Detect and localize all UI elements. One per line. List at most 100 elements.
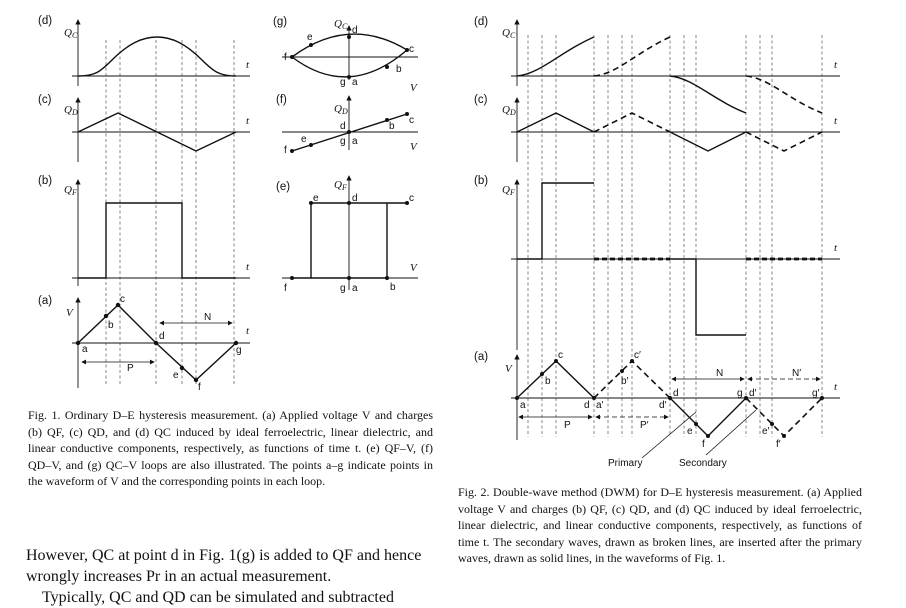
t-label: t	[246, 115, 250, 127]
loop-label: b	[389, 121, 395, 132]
loop-label: g	[340, 283, 346, 294]
qd-primary-neg	[669, 131, 747, 152]
body-paragraph-next: Typically, QC and QD can be simulated an…	[42, 589, 394, 606]
label-f: f	[198, 382, 201, 393]
qf-primary-neg	[670, 258, 746, 336]
fig1-panel-c-label: (c)	[38, 94, 52, 106]
v-label: d′	[659, 400, 667, 411]
loop-point	[309, 143, 313, 147]
v-point	[515, 396, 519, 400]
loop-label: f	[284, 283, 287, 294]
v-label: a	[520, 400, 526, 411]
caption-2-number: Fig. 2.	[458, 485, 490, 499]
loop-label: f	[284, 52, 287, 63]
n-label: N	[716, 368, 723, 379]
fig2-panel-b-label: (b)	[474, 175, 488, 187]
t-label: t	[834, 242, 838, 254]
v-label: g′	[812, 388, 820, 399]
fig2-panels: (d) QC t (c) QD t (b) QF t (a) V t	[474, 16, 840, 469]
qc-loop-label: QC	[334, 18, 348, 31]
v-label: c′	[634, 350, 641, 361]
negative-label: N	[204, 312, 211, 323]
qf-loop-label: QF	[334, 179, 347, 192]
point-e	[179, 365, 185, 371]
loop-point	[385, 276, 389, 280]
loop-label: c	[409, 115, 414, 126]
caption-1-number: Fig. 1.	[28, 408, 61, 422]
point-c	[115, 302, 121, 308]
secondary-leader	[705, 409, 757, 456]
label-d: d	[159, 331, 165, 342]
v-axis-label: V	[66, 307, 74, 319]
v-primary-neg	[669, 397, 747, 437]
fig2-panel-a-label: (a)	[474, 351, 488, 363]
loop-point	[385, 118, 389, 122]
qc-axis-label: QC	[64, 27, 78, 40]
loop-label: d	[352, 193, 358, 204]
point-f	[193, 377, 199, 383]
label-c: c	[120, 294, 125, 305]
t-label: t	[246, 261, 250, 273]
qd-loop-label: QD	[334, 103, 348, 116]
fig2-panel-c-label: (c)	[474, 94, 488, 106]
v-point	[820, 396, 824, 400]
loop-label: g	[340, 77, 346, 88]
primary-label: Primary	[608, 458, 642, 469]
figures-canvas: (d) QC t (c) QD t (b) QF t (a) V t a	[38, 15, 840, 469]
v-point	[770, 422, 774, 426]
v-point	[630, 359, 634, 363]
fig1-panel-e-label: (e)	[276, 181, 290, 193]
fig1-panel-f-label: (f)	[276, 94, 287, 106]
point-d	[153, 340, 159, 346]
body-paragraph: However, QC at point d in Fig. 1(g) is a…	[26, 547, 422, 585]
caption-1-text: Ordinary D–E hysteresis measurement. (a)…	[28, 408, 434, 488]
label-e: e	[173, 370, 179, 381]
fig1-panel-a-label: (a)	[38, 295, 52, 307]
qd-waveform	[77, 112, 237, 152]
fig2-panel-d-label: (d)	[474, 16, 488, 28]
fig1-time-panels: (d) QC t (c) QD t (b) QF t (a) V t a	[38, 15, 250, 393]
t-label: t	[834, 115, 838, 127]
qc-primary	[516, 36, 595, 77]
loop-point	[290, 55, 294, 59]
loop-label: a	[352, 136, 358, 147]
label-b: b	[108, 320, 114, 331]
fig1-panel-b-label: (b)	[38, 175, 52, 187]
loop-label: e	[313, 193, 319, 204]
v-label: b′	[621, 376, 629, 387]
loop-point	[309, 201, 313, 205]
v-axis-label: V	[505, 363, 513, 375]
v-label: V	[410, 141, 418, 153]
qd-secondary	[593, 112, 671, 133]
loop-point	[290, 276, 294, 280]
point-g	[233, 340, 239, 346]
t-label: t	[246, 59, 250, 71]
loop-label: f	[284, 145, 287, 156]
p-prime-label: P′	[640, 420, 649, 431]
v-point	[620, 369, 624, 373]
v-point	[744, 396, 748, 400]
loop-point	[290, 149, 294, 153]
t-label: t	[834, 381, 838, 393]
loop-point	[405, 48, 409, 52]
secondary-label: Secondary	[679, 458, 727, 469]
t-label: t	[834, 59, 838, 71]
loop-label: e	[301, 134, 307, 145]
v-point	[694, 422, 698, 426]
fig1-panel-g-label: (g)	[273, 16, 287, 28]
p-label: P	[564, 420, 571, 431]
v-point	[554, 359, 558, 363]
point-a	[75, 340, 81, 346]
n-prime-label: N′	[792, 368, 801, 379]
qf-axis-label: QF	[502, 184, 515, 197]
qd-axis-label: QD	[502, 104, 516, 117]
qf-loop-upper	[292, 202, 407, 279]
loop-point	[347, 130, 351, 134]
loop-point	[405, 112, 409, 116]
loop-label: c	[409, 44, 414, 55]
v-secondary-neg	[745, 397, 823, 438]
v-label: d′	[749, 388, 757, 399]
v-label: b	[545, 376, 551, 387]
caption-2-text: Double-wave method (DWM) for D–E hystere…	[458, 485, 862, 565]
v-label: a′	[596, 400, 604, 411]
